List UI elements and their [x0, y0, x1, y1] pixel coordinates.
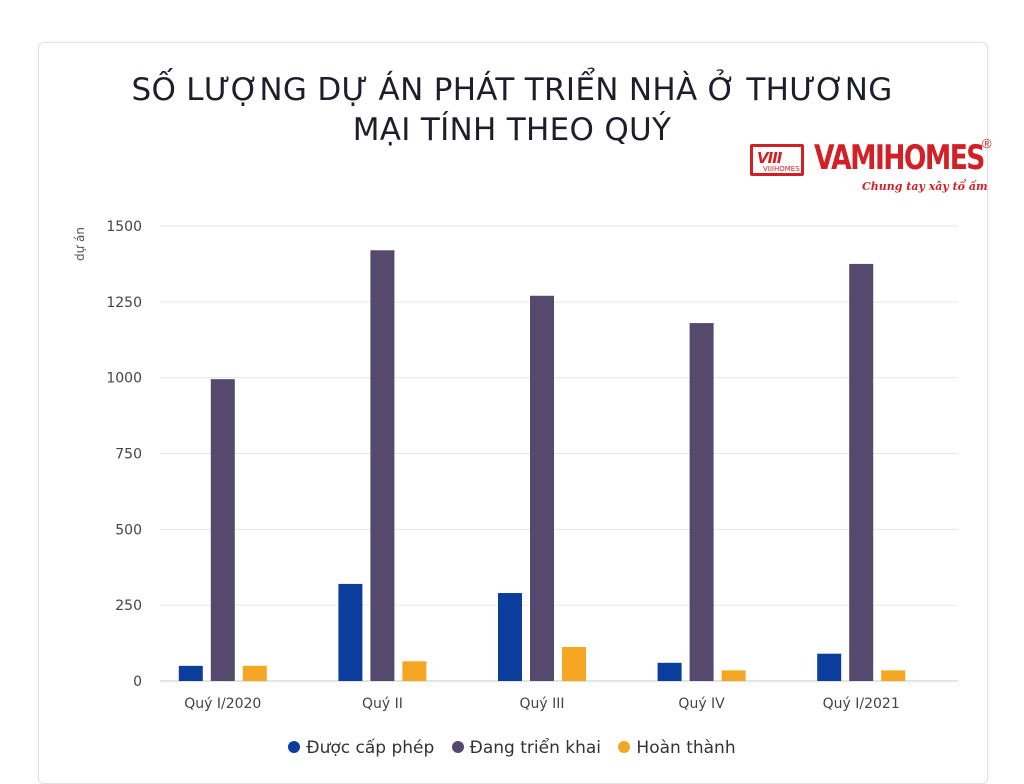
- x-tick-label-3: Quý III: [519, 696, 564, 712]
- y-tick-label-0: 0: [133, 674, 142, 690]
- legend-swatch-dang-trien-khai: [451, 741, 464, 753]
- x-tick-label-4: Quý IV: [678, 696, 725, 712]
- x-tick-label-1: Quý I/2020: [184, 696, 261, 712]
- bar-chart: 0 250 500 750 1000 1250 1500 dự án Quý I/2020 Quý…: [73, 219, 958, 712]
- legend-swatch-hoan-thanh: [618, 741, 631, 753]
- legend-label-duoc-cap-phep: Được cấp phép: [306, 738, 435, 758]
- chart-legend: Được cấp phép Đang triển khai Hoàn thành: [0, 738, 1024, 758]
- legend-item-duoc-cap-phep: Được cấp phép: [288, 738, 434, 758]
- bar-3-1: [242, 665, 267, 681]
- y-tick-label-1250: 1250: [106, 295, 142, 311]
- y-tick-label-1000: 1000: [106, 371, 142, 387]
- bar-1-2: [338, 583, 363, 681]
- bar-1-5: [817, 653, 842, 681]
- legend-label-hoan-thanh: Hoàn thành: [636, 738, 736, 758]
- bar-2-1: [210, 379, 235, 681]
- bar-2-3: [530, 295, 554, 681]
- chart-title: SỐ LƯỢNG DỰ ÁN PHÁT TRIỂN NHÀ Ở THƯƠNG M…: [0, 70, 1024, 150]
- x-tick-label-2: Quý II: [362, 696, 403, 712]
- logo-registered-mark: ®: [982, 136, 992, 151]
- bar-2-4: [689, 323, 714, 681]
- vamihomes-logo: VIII VIIIHOMES VAMIHOMES ® Chung tay xây…: [750, 136, 1000, 200]
- y-tick-label-750: 750: [115, 447, 142, 463]
- bar-3-4: [721, 670, 746, 681]
- bar-3-3: [562, 647, 586, 681]
- bar-2-5: [849, 263, 874, 681]
- legend-item-dang-trien-khai: Đang triển khai: [451, 738, 602, 758]
- logo-emblem-mark: VIII: [757, 149, 782, 167]
- logo-brand-name: VAMIHOMES: [814, 138, 985, 178]
- bar-1-1: [178, 665, 203, 681]
- bar-2-2: [370, 250, 395, 681]
- legend-item-hoan-thanh: Hoàn thành: [618, 738, 736, 758]
- legend-swatch-duoc-cap-phep: [288, 741, 301, 753]
- y-tick-label-500: 500: [115, 522, 142, 538]
- x-tick-label-5: Quý I/2021: [823, 696, 900, 712]
- logo-emblem-text: VIIIHOMES: [763, 165, 800, 173]
- bar-1-4: [657, 662, 682, 681]
- bar-1-3: [498, 593, 522, 681]
- bar-3-2: [402, 661, 427, 681]
- logo-tagline: Chung tay xây tổ ấm: [862, 180, 988, 193]
- y-axis-label: dự án: [73, 227, 87, 261]
- chart-title-line-2: MẠI TÍNH THEO QUÝ: [352, 112, 672, 148]
- y-tick-label-1500: 1500: [106, 219, 142, 235]
- bar-3-5: [881, 670, 906, 681]
- logo-emblem: VIII VIIIHOMES: [750, 144, 804, 176]
- y-tick-label-250: 250: [115, 598, 142, 614]
- legend-label-dang-trien-khai: Đang triển khai: [469, 738, 602, 758]
- chart-title-line-1: SỐ LƯỢNG DỰ ÁN PHÁT TRIỂN NHÀ Ở THƯƠNG: [131, 72, 893, 108]
